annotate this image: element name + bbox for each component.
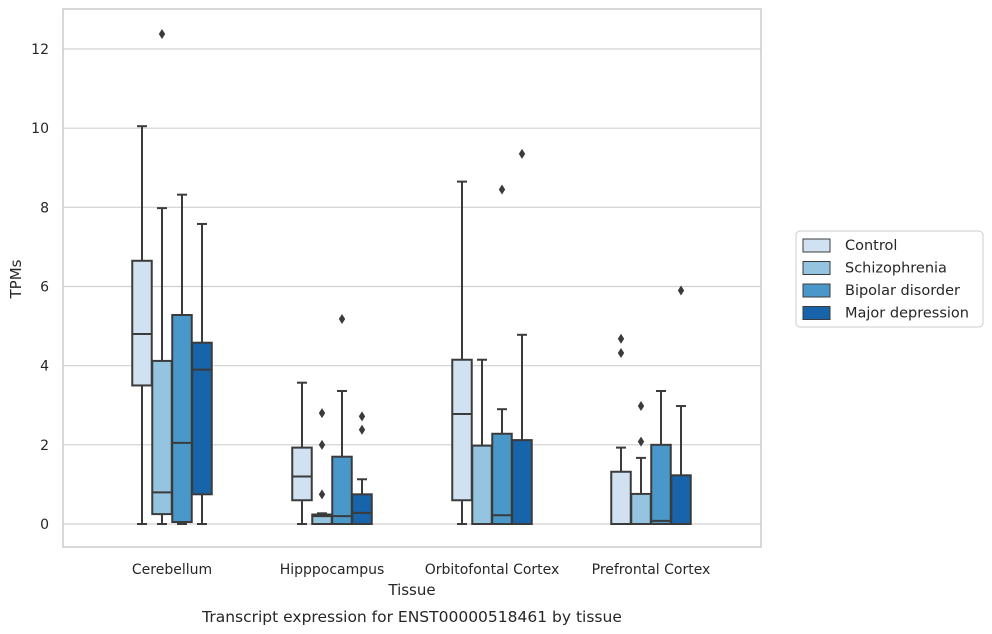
box-control-orbitofontal-cortex [451,180,473,525]
box-major-depression-hipppocampus [351,411,373,525]
legend-label: Control [845,238,897,254]
box-body [351,493,373,525]
outlier-point [617,333,625,344]
box-body [131,259,153,387]
box-control-prefrontal-cortex [610,333,632,525]
box-bipolar-disorder-orbitofontal-cortex [491,184,513,525]
box-body [171,314,193,524]
y-axis-label: TPMs [7,259,25,299]
box-body [670,474,692,525]
chart-caption: Transcript expression for ENST0000051846… [201,608,622,626]
outlier-point [617,348,625,358]
box-body [630,492,652,525]
x-tick-label: Orbitofontal Cortex [425,562,560,578]
y-tick-labels: 0 2 4 6 8 10 12 [31,42,49,533]
box-schizophrenia-prefrontal-cortex [630,401,652,525]
box-body [151,359,173,516]
box-body [511,439,533,526]
outlier-point [518,148,526,159]
box-body [291,446,313,502]
box-major-depression-prefrontal-cortex [670,285,692,525]
box-schizophrenia-orbitofontal-cortex [471,358,493,525]
box-body [610,470,632,525]
legend-swatch [802,283,831,298]
outlier-point [358,424,366,435]
legend-item: Major depression [802,306,969,322]
y-tick-label: 10 [31,121,49,137]
box-control-cerebellum [131,125,153,525]
y-tick-label: 8 [40,200,49,216]
legend-swatch [802,306,831,320]
y-tick-label: 6 [40,280,49,296]
outlier-point [677,285,685,296]
outlier-point [318,408,326,419]
box-body [491,432,513,525]
box-body [191,341,213,496]
x-axis-label: Tissue [387,581,435,599]
legend: Control Schizophrenia Bipolar disorder Majo… [795,230,984,328]
outlier-point [338,313,346,324]
legend-label: Schizophrenia [845,261,947,277]
legend-item: Control [802,238,897,254]
outlier-point [637,436,645,447]
x-tick-label: Hipppocampus [280,562,385,578]
plot-frame [62,8,762,548]
box-series [131,28,692,526]
x-tick-labels: Cerebellum Hipppocampus Orbitofontal Corte… [132,562,710,578]
outlier-point [498,184,506,195]
legend-label: Bipolar disorder [845,283,960,299]
y-tick-label: 0 [40,517,49,533]
outlier-point [158,28,166,39]
outlier-point [318,439,326,450]
outlier-point [318,489,326,500]
outlier-point [637,401,645,412]
box-schizophrenia-hipppocampus [311,408,333,525]
y-tick-label: 12 [31,42,49,58]
box-major-depression-orbitofontal-cortex [511,148,533,526]
box-body [331,455,353,526]
box-bipolar-disorder-hipppocampus [331,313,353,526]
legend-label: Major depression [845,306,969,322]
y-tick-label: 2 [40,438,49,454]
box-bipolar-disorder-prefrontal-cortex [650,390,672,526]
legend-swatch [802,261,831,275]
box-control-hipppocampus [291,381,313,525]
box-body [451,358,473,502]
box-bipolar-disorder-cerebellum [171,193,193,525]
legend-swatch [802,238,831,253]
box-body [650,443,672,526]
legend-item: Bipolar disorder [802,283,960,299]
legend-frame [795,230,984,328]
y-tick-label: 4 [40,359,49,375]
outlier-point [358,411,366,422]
box-schizophrenia-cerebellum [151,28,173,525]
box-major-depression-cerebellum [191,222,213,525]
box-body [471,444,493,525]
x-tick-label: Prefrontal Cortex [592,562,711,578]
legend-item: Schizophrenia [802,261,947,277]
x-tick-label: Cerebellum [132,562,212,578]
